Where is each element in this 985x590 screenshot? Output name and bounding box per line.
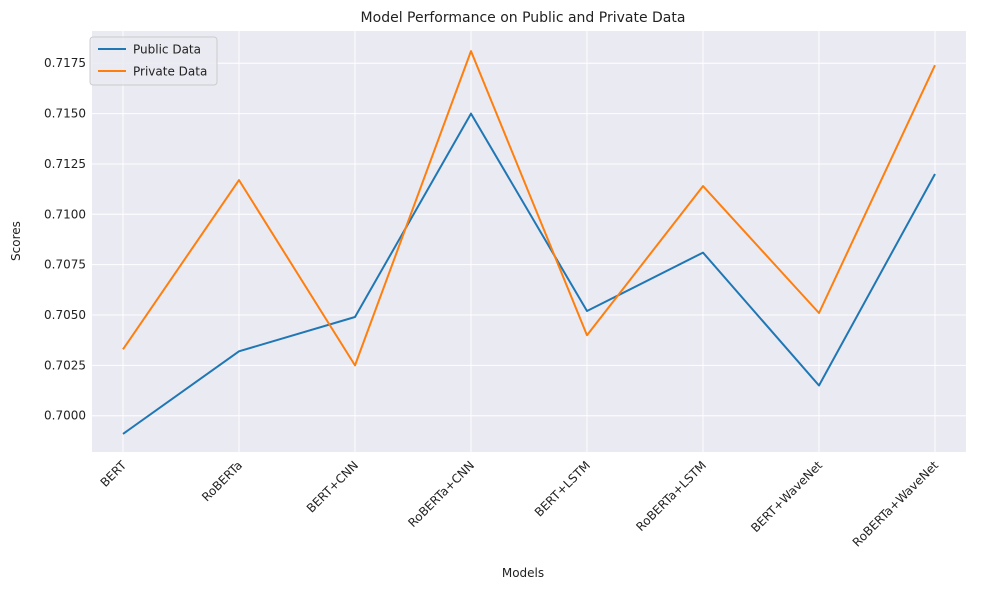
x-tick-label: BERT+CNN — [304, 458, 361, 515]
series-line-public — [122, 112, 936, 435]
y-tick-label: 0.7000 — [44, 409, 86, 423]
y-tick-label: 0.7125 — [44, 157, 86, 171]
x-tick-label: RoBERTa+WaveNet — [850, 458, 942, 550]
x-tick-label: RoBERTa+CNN — [405, 458, 477, 530]
x-axis-title: Models — [502, 566, 544, 580]
y-tick-label: 0.7100 — [44, 207, 86, 221]
y-tick-label: 0.7075 — [44, 258, 86, 272]
y-tick-label: 0.7025 — [44, 358, 86, 372]
chart-title: Model Performance on Public and Private … — [361, 10, 686, 26]
legend-label-private: Private Data — [133, 65, 207, 79]
legend-label-public: Public Data — [133, 43, 201, 57]
x-tick-label: RoBERTa — [199, 458, 245, 504]
y-tick-label: 0.7050 — [44, 308, 86, 322]
y-axis-title: Scores — [9, 221, 23, 261]
y-tick-label: 0.7175 — [44, 56, 86, 70]
x-tick-label: RoBERTa+LSTM — [633, 458, 709, 534]
x-tick-label: BERT+LSTM — [532, 458, 593, 519]
legend: Public Data Private Data — [89, 36, 218, 86]
series-lines — [122, 50, 936, 435]
y-tick-label: 0.7150 — [44, 107, 86, 121]
series-line-private — [122, 50, 936, 367]
x-axis-ticks: BERT RoBERTa BERT+CNN RoBERTa+CNN BERT+LSTM R… — [98, 458, 942, 550]
y-axis-ticks: 0.7000 0.7025 0.7050 0.7075 0.7100 0.7125 0.71… — [44, 56, 86, 423]
plot-area — [92, 31, 966, 452]
grid-lines — [92, 31, 966, 452]
x-tick-label: BERT+WaveNet — [748, 458, 825, 535]
x-tick-label: BERT — [98, 458, 130, 490]
